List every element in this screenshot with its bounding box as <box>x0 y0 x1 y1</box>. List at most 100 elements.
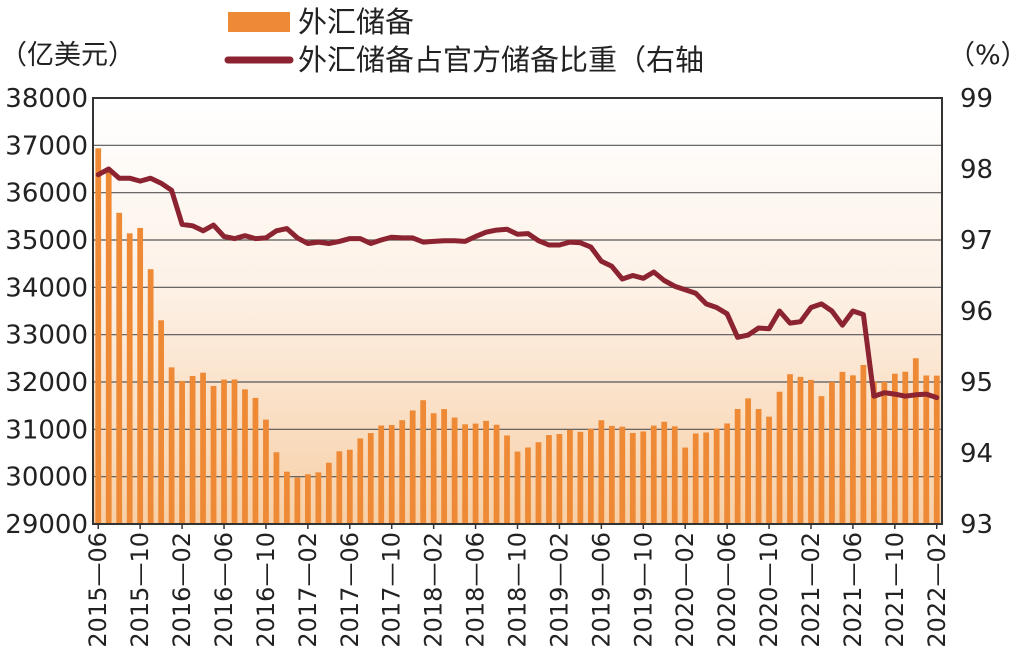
bar <box>210 385 217 524</box>
right-tick-label: 99 <box>960 84 993 114</box>
left-tick-label: 32000 <box>5 368 88 398</box>
bar <box>713 428 720 524</box>
bar <box>336 451 343 524</box>
right-tick-label: 97 <box>960 226 993 256</box>
bar <box>514 451 521 524</box>
x-tick-label: 2017—02 <box>294 532 322 648</box>
bar <box>692 433 699 524</box>
bar <box>472 423 479 524</box>
bar <box>451 417 458 524</box>
bar <box>860 364 867 524</box>
bar <box>629 432 636 524</box>
x-axis-ticks: 2015—06 2015—10 2016—02 2016—06 2016—10 2017—… <box>84 524 951 648</box>
bar <box>137 227 144 524</box>
left-tick-label: 35000 <box>5 226 88 256</box>
bar <box>724 423 731 524</box>
bar <box>200 372 206 524</box>
x-tick-label: 2020—06 <box>713 532 741 648</box>
bar <box>221 379 227 524</box>
bar <box>179 380 185 524</box>
bar <box>325 462 332 524</box>
line-series <box>95 166 940 401</box>
bar <box>766 416 772 524</box>
bar <box>158 320 165 524</box>
bar <box>231 379 238 524</box>
bar <box>242 389 248 524</box>
x-tick-label: 2021—06 <box>839 532 867 648</box>
bar <box>829 382 835 524</box>
left-tick-label: 33000 <box>5 321 88 351</box>
bar <box>870 381 877 524</box>
right-tick-label: 96 <box>960 297 993 327</box>
bar <box>745 398 751 524</box>
bar <box>420 400 427 524</box>
x-tick-label: 2019—06 <box>587 532 615 648</box>
left-tick-label: 31000 <box>5 415 88 445</box>
bar <box>168 367 175 524</box>
bar <box>252 397 259 524</box>
bar <box>346 449 353 524</box>
x-tick-label: 2020—10 <box>755 532 783 648</box>
bar <box>808 379 814 524</box>
left-tick-label: 37000 <box>5 131 88 161</box>
bar <box>682 447 689 524</box>
bar <box>839 371 846 524</box>
x-tick-label: 2016—06 <box>210 532 238 648</box>
legend-line-label: 外汇储备占官方储备比重（右轴 <box>298 43 704 77</box>
bar <box>703 432 710 524</box>
x-tick-label: 2017—06 <box>336 532 364 648</box>
bar <box>105 168 112 524</box>
bar <box>546 435 552 524</box>
x-tick-label: 2018—06 <box>462 532 490 648</box>
right-axis-unit: （%） <box>948 40 1009 71</box>
bar <box>587 428 594 524</box>
left-tick-label: 29000 <box>5 510 88 540</box>
bar <box>95 148 102 524</box>
bar <box>367 433 374 524</box>
x-tick-label: 2017—10 <box>378 532 406 648</box>
bar <box>577 431 584 524</box>
bar <box>818 396 825 524</box>
bar <box>671 426 678 524</box>
bar <box>734 408 741 524</box>
bar <box>650 425 657 524</box>
bar <box>357 438 364 524</box>
bar <box>304 474 311 524</box>
left-tick-label: 30000 <box>5 463 88 493</box>
x-tick-label: 2021—02 <box>797 532 825 648</box>
bar <box>399 420 406 524</box>
bar <box>284 471 290 524</box>
bar <box>483 420 489 524</box>
bar <box>661 421 668 524</box>
bar <box>608 425 615 524</box>
legend: 外汇储备 外汇储备占官方储备比重（右轴 <box>224 5 704 77</box>
bar <box>640 431 647 524</box>
left-tick-label: 36000 <box>5 179 88 209</box>
x-tick-label: 2021—10 <box>881 532 909 648</box>
bar <box>776 391 783 524</box>
right-tick-label: 98 <box>960 155 993 185</box>
bar <box>189 375 196 524</box>
bar <box>797 376 804 524</box>
bar <box>378 425 385 524</box>
bar <box>493 424 500 524</box>
x-tick-label: 2019—02 <box>545 532 573 648</box>
left-axis-ticks: 29000 30000 31000 32000 33000 34000 35000 36000… <box>5 84 88 540</box>
x-tick-label: 2020—02 <box>671 532 699 648</box>
legend-bar-swatch <box>228 12 290 32</box>
x-tick-label: 2015—10 <box>126 532 154 648</box>
bar <box>273 452 280 524</box>
bar <box>525 447 531 524</box>
bar <box>556 434 563 524</box>
bar <box>441 409 448 524</box>
legend-bar-label: 外汇储备 <box>298 5 414 39</box>
bar <box>409 410 416 524</box>
x-tick-label: 2022—02 <box>923 532 951 648</box>
bar <box>850 375 856 524</box>
bar <box>755 409 762 524</box>
bar <box>147 269 154 524</box>
x-tick-label: 2016—10 <box>252 532 280 648</box>
bar <box>902 371 909 524</box>
bar <box>891 373 898 524</box>
